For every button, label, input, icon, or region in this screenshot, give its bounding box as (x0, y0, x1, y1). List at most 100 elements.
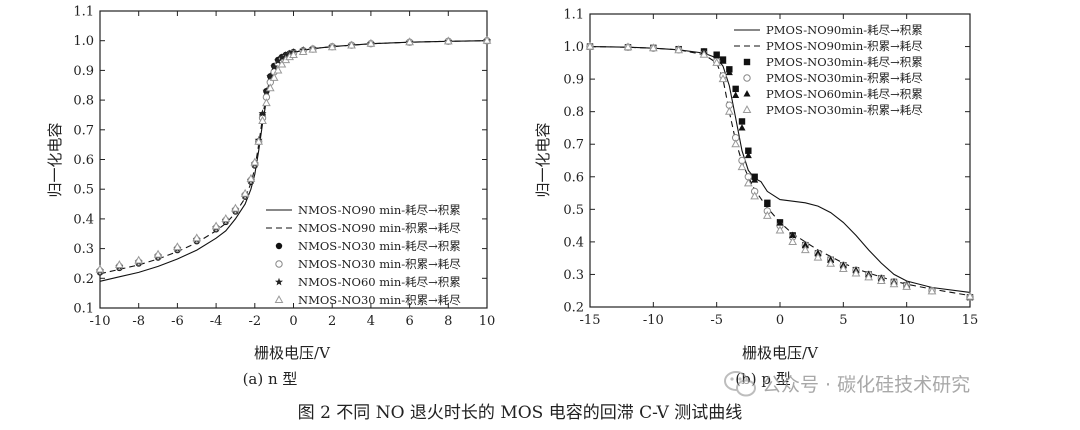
chart-a-data-point (308, 44, 318, 53)
chart-b-legend-swatch (743, 74, 751, 82)
chart-a-plot-area: -10 -8 -6 -4 -2 0 2 4 6 8 10 0.1 0.2 0.3 0.4 0.5 0.6 0.7 0… (73, 5, 495, 330)
chart-b-data-point (699, 49, 709, 58)
watermark-text: 公众号 · 碳化硅技术研究 (762, 374, 970, 396)
watermark: 公众号 · 碳化硅技术研究 (724, 371, 970, 397)
chart-a-ytick-label: 0.1 (73, 302, 94, 317)
chart-b-data-point (965, 291, 975, 300)
chart-b-data-point (718, 74, 728, 83)
chart-a-data-point (134, 255, 144, 264)
chart-a-ytick-label: 0.4 (73, 212, 94, 227)
chart-b-data-point (738, 124, 746, 131)
chart-a-data-point (443, 36, 453, 45)
chart-b-data-point (801, 241, 809, 248)
chart-b-xtick-label: -5 (710, 313, 723, 328)
chart-b-series-5 (585, 41, 975, 300)
figure-caption: 图 2 不同 NO 退火时长的 MOS 电容的回滞 C-V 测试曲线 (298, 403, 743, 423)
chart-a-data-point (273, 65, 283, 74)
chart-b-data-point (826, 258, 836, 267)
chart-a-legend-item: NMOS-NO60 min-耗尽→积累 (275, 275, 461, 289)
chart-a-legend-label: NMOS-NO30 min-积累→耗尽 (298, 293, 461, 307)
chart-a-data-point (211, 221, 221, 230)
chart-b-ytick-label: 0.2 (563, 301, 584, 316)
chart-a-data-point (114, 260, 124, 268)
chart-b-xtick-label: 0 (776, 313, 784, 328)
chart-b-ytick-label: 0.4 (563, 235, 584, 250)
chart-a-data-point (153, 249, 163, 258)
chart-a-xtick-label: -6 (171, 314, 184, 329)
wechat-logo-icon (724, 371, 756, 397)
chart-b-ytick-label: 0.7 (563, 138, 584, 153)
chart-b-data-point (732, 91, 740, 98)
chart-a-data-point (258, 116, 267, 124)
chart-b-ytick-label: 0.9 (563, 73, 584, 88)
chart-b-data-point (800, 245, 810, 254)
chart-b-data-point (927, 286, 937, 295)
chart-b-data-point (743, 178, 753, 187)
chart-a-data-point (274, 56, 282, 65)
chart-a-xtick-label: -8 (132, 314, 145, 329)
chart-b-data-point (725, 68, 733, 76)
chart-a-data-point (250, 157, 260, 166)
chart-a-data-point (270, 62, 279, 71)
chart-b-data-point (762, 210, 772, 219)
chart-a-data-point (258, 109, 267, 117)
chart-b-ytick-label: 0.8 (563, 105, 584, 120)
chart-a-data-point (262, 98, 271, 107)
chart-b-data-point (864, 272, 874, 281)
chart-b-data-point (744, 151, 752, 159)
chart-b-legend-label: PMOS-NO90min-耗尽→积累 (766, 23, 923, 37)
chart-a-data-point (366, 38, 376, 47)
chart-b-data-point (775, 225, 785, 234)
chart-b-data-point (751, 176, 759, 183)
chart-a-xtick-label: -10 (90, 314, 111, 329)
chart-b-data-point (745, 147, 752, 154)
chart-b-data-point (731, 139, 741, 148)
chart-b-data-point (712, 57, 722, 66)
chart-b-data-point (902, 281, 912, 290)
chart-a-data-point (265, 83, 275, 92)
chart-b-xtick-label: 15 (962, 313, 979, 328)
chart-a-ytick-label: 0.6 (73, 153, 94, 168)
chart-b-legend-item: PMOS-NO90min-耗尽→积累 (734, 23, 923, 37)
chart-a-data-point (231, 203, 240, 212)
chart-a-ytick-label: 0.7 (73, 123, 94, 138)
chart-b-data-point (763, 200, 771, 208)
chart-b-xlabel: 栅极电压/V (742, 344, 819, 362)
chart-a-xtick-label: 2 (328, 314, 336, 329)
chart-a-ytick-label: 0.8 (73, 94, 94, 109)
chart-b-data-point (648, 43, 658, 52)
chart-b-data-point (737, 162, 747, 171)
chart-b-data-point (724, 106, 734, 115)
chart-b-series-0 (589, 46, 971, 293)
chart-a-legend-swatch (275, 242, 283, 250)
chart-a-xtick-label: 0 (289, 314, 297, 329)
chart-a-xtick-label: -4 (210, 314, 223, 329)
chart-a-data-point (240, 188, 250, 197)
chart-b-series-line (589, 46, 971, 293)
chart-b-data-point (876, 276, 886, 285)
chart-b-data-point (788, 237, 798, 245)
chart-b-ytick-label: 1.1 (563, 8, 584, 23)
chart-a-legend-swatch (275, 277, 283, 286)
chart-a-legend: NMOS-NO90 min-耗尽→积累 NMOS-NO90 min-积累→耗尽 NM… (266, 203, 461, 307)
chart-a-data-point (289, 50, 298, 59)
chart-a-data-point (277, 59, 287, 68)
chart-a-xtick-label: 8 (444, 314, 452, 329)
chart-b-data-point (623, 42, 633, 51)
chart-a-data-point (95, 264, 105, 273)
chart-b-ylabel: 归一化电容 (534, 122, 552, 197)
chart-b-legend-swatch (743, 90, 751, 97)
chart-b-legend-swatch (742, 105, 752, 114)
chart-a-ylabel: 归一化电容 (46, 122, 64, 197)
chart-b-data-point (713, 51, 721, 59)
chart-a-xtick-label: 4 (367, 314, 375, 329)
chart-b-data-point (674, 45, 684, 54)
chart-a-data-point (281, 51, 290, 59)
chart-b-legend-item: PMOS-NO60min-耗尽→积累 (743, 87, 923, 101)
chart-a-data-point (482, 35, 492, 44)
chart-a-xlabel: 栅极电压/V (254, 344, 331, 362)
chart-a-data-point (298, 47, 308, 56)
chart-a-data-point (347, 40, 356, 49)
chart-b-legend-label: PMOS-NO30min-耗尽→积累 (766, 55, 923, 69)
